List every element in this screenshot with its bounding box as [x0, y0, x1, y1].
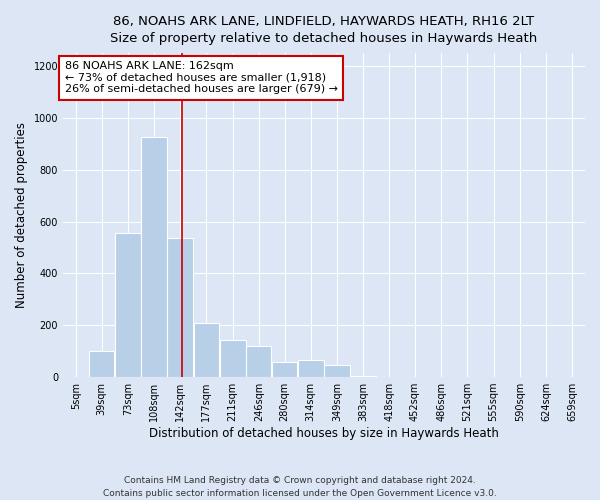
Bar — [89, 351, 115, 377]
Text: 86 NOAHS ARK LANE: 162sqm
← 73% of detached houses are smaller (1,918)
26% of se: 86 NOAHS ARK LANE: 162sqm ← 73% of detac… — [65, 61, 338, 94]
Bar — [142, 138, 167, 377]
Title: 86, NOAHS ARK LANE, LINDFIELD, HAYWARDS HEATH, RH16 2LT
Size of property relativ: 86, NOAHS ARK LANE, LINDFIELD, HAYWARDS … — [110, 15, 538, 45]
Bar — [194, 322, 219, 377]
Text: Contains HM Land Registry data © Crown copyright and database right 2024.
Contai: Contains HM Land Registry data © Crown c… — [103, 476, 497, 498]
Bar — [246, 346, 271, 377]
Bar — [220, 340, 245, 377]
X-axis label: Distribution of detached houses by size in Haywards Heath: Distribution of detached houses by size … — [149, 427, 499, 440]
Bar — [115, 233, 141, 377]
Bar — [272, 362, 297, 377]
Bar — [298, 360, 324, 377]
Bar — [167, 238, 193, 377]
Bar — [350, 376, 376, 377]
Y-axis label: Number of detached properties: Number of detached properties — [15, 122, 28, 308]
Bar — [324, 366, 350, 377]
